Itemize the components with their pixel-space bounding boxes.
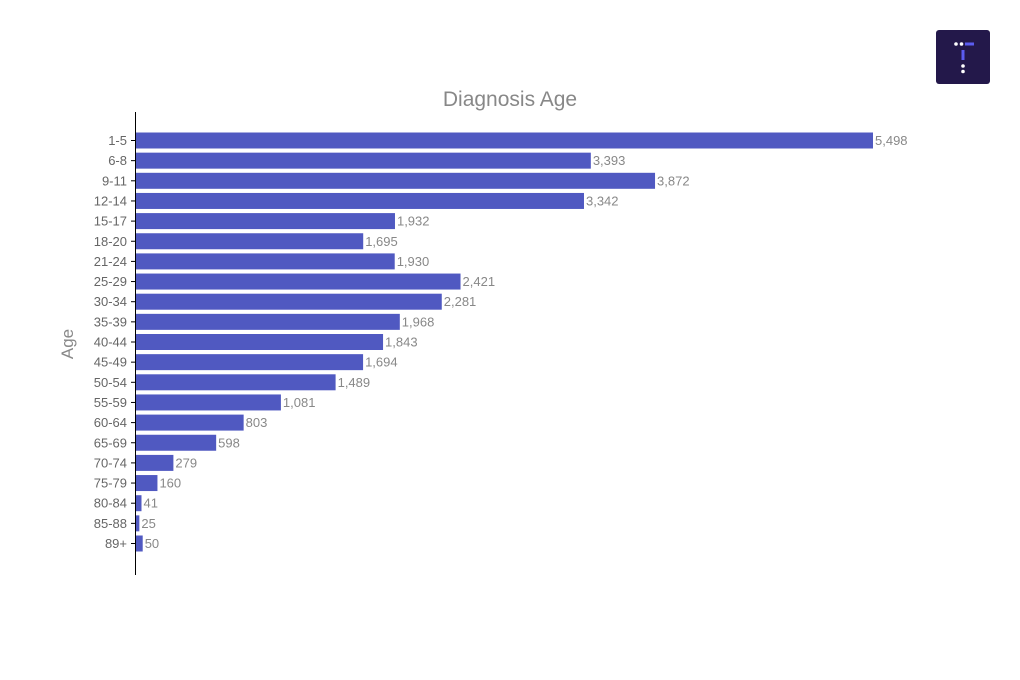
bar-85-88: [136, 515, 140, 532]
bar-21-24: [136, 253, 395, 270]
y-tick-label: 1-5: [108, 133, 127, 148]
bar-6-8: [136, 152, 591, 169]
data-label: 1,694: [365, 355, 398, 370]
bar-40-44: [136, 334, 384, 350]
bar-15-17: [136, 213, 395, 230]
data-label: 598: [218, 435, 240, 450]
y-tick-label: 12-14: [94, 193, 127, 208]
bars-group: [136, 132, 873, 552]
y-tick-label: 55-59: [94, 395, 127, 410]
data-label: 5,498: [875, 133, 908, 148]
y-tick-label: 85-88: [94, 516, 127, 531]
y-tick-label: 35-39: [94, 314, 127, 329]
y-tick-label: 40-44: [94, 335, 127, 350]
y-tick-label: 18-20: [94, 234, 127, 249]
y-tick-label: 89+: [105, 536, 127, 551]
data-label: 41: [143, 496, 157, 511]
y-tick-label: 75-79: [94, 476, 127, 491]
y-tick-label: 45-49: [94, 355, 127, 370]
data-label: 279: [175, 455, 197, 470]
bar-45-49: [136, 354, 364, 371]
y-tick-label: 15-17: [94, 214, 127, 229]
bar-65-69: [136, 434, 217, 451]
bar-1-5: [136, 132, 873, 149]
bar-18-20: [136, 233, 364, 250]
data-label: 1,932: [397, 214, 430, 229]
y-tick-label: 60-64: [94, 415, 127, 430]
bar-75-79: [136, 475, 158, 492]
data-label: 3,342: [586, 193, 619, 208]
data-label: 25: [141, 516, 155, 531]
bar-89+: [136, 535, 143, 552]
data-label: 2,421: [463, 274, 496, 289]
data-label: 1,081: [283, 395, 316, 410]
y-axis-label: Age: [58, 329, 77, 359]
logo-mark-icon: [954, 42, 974, 74]
y-tick-label: 6-8: [108, 153, 127, 168]
data-label: 50: [145, 536, 159, 551]
y-tick-label: 65-69: [94, 435, 127, 450]
data-label: 2,281: [444, 294, 477, 309]
tick-labels-group: 1-5 6-8 9-11 12-14 15-17 18-20 21-24 25-29 30-34…: [94, 133, 136, 551]
bar-35-39: [136, 313, 400, 330]
data-label: 3,393: [593, 153, 626, 168]
bar-9-11: [136, 172, 656, 189]
bar-70-74: [136, 454, 174, 471]
data-label: 3,872: [657, 173, 690, 188]
y-tick-label: 30-34: [94, 294, 127, 309]
chart-title: Diagnosis Age: [443, 88, 577, 111]
y-tick-label: 25-29: [94, 274, 127, 289]
bar-25-29: [136, 273, 461, 290]
bar-55-59: [136, 394, 281, 411]
data-label: 1,489: [338, 375, 371, 390]
y-tick-label: 9-11: [102, 173, 127, 188]
bar-80-84: [136, 495, 142, 512]
bar-12-14: [136, 192, 584, 209]
data-labels-group: 5,498 3,393 3,872 3,342 1,932 1,695 1,930 2,421…: [141, 133, 907, 551]
data-label: 1,930: [397, 254, 430, 269]
brand-logo: [936, 30, 990, 84]
data-label: 1,843: [385, 335, 418, 350]
y-tick-label: 21-24: [94, 254, 127, 269]
data-label: 160: [159, 476, 181, 491]
y-tick-label: 70-74: [94, 455, 127, 470]
data-label: 1,695: [365, 234, 398, 249]
bar-50-54: [136, 374, 336, 391]
y-tick-label: 80-84: [94, 496, 127, 511]
y-tick-label: 50-54: [94, 375, 127, 390]
bar-60-64: [136, 414, 244, 431]
bar-30-34: [136, 293, 442, 310]
data-label: 803: [246, 415, 268, 430]
data-label: 1,968: [402, 314, 435, 329]
